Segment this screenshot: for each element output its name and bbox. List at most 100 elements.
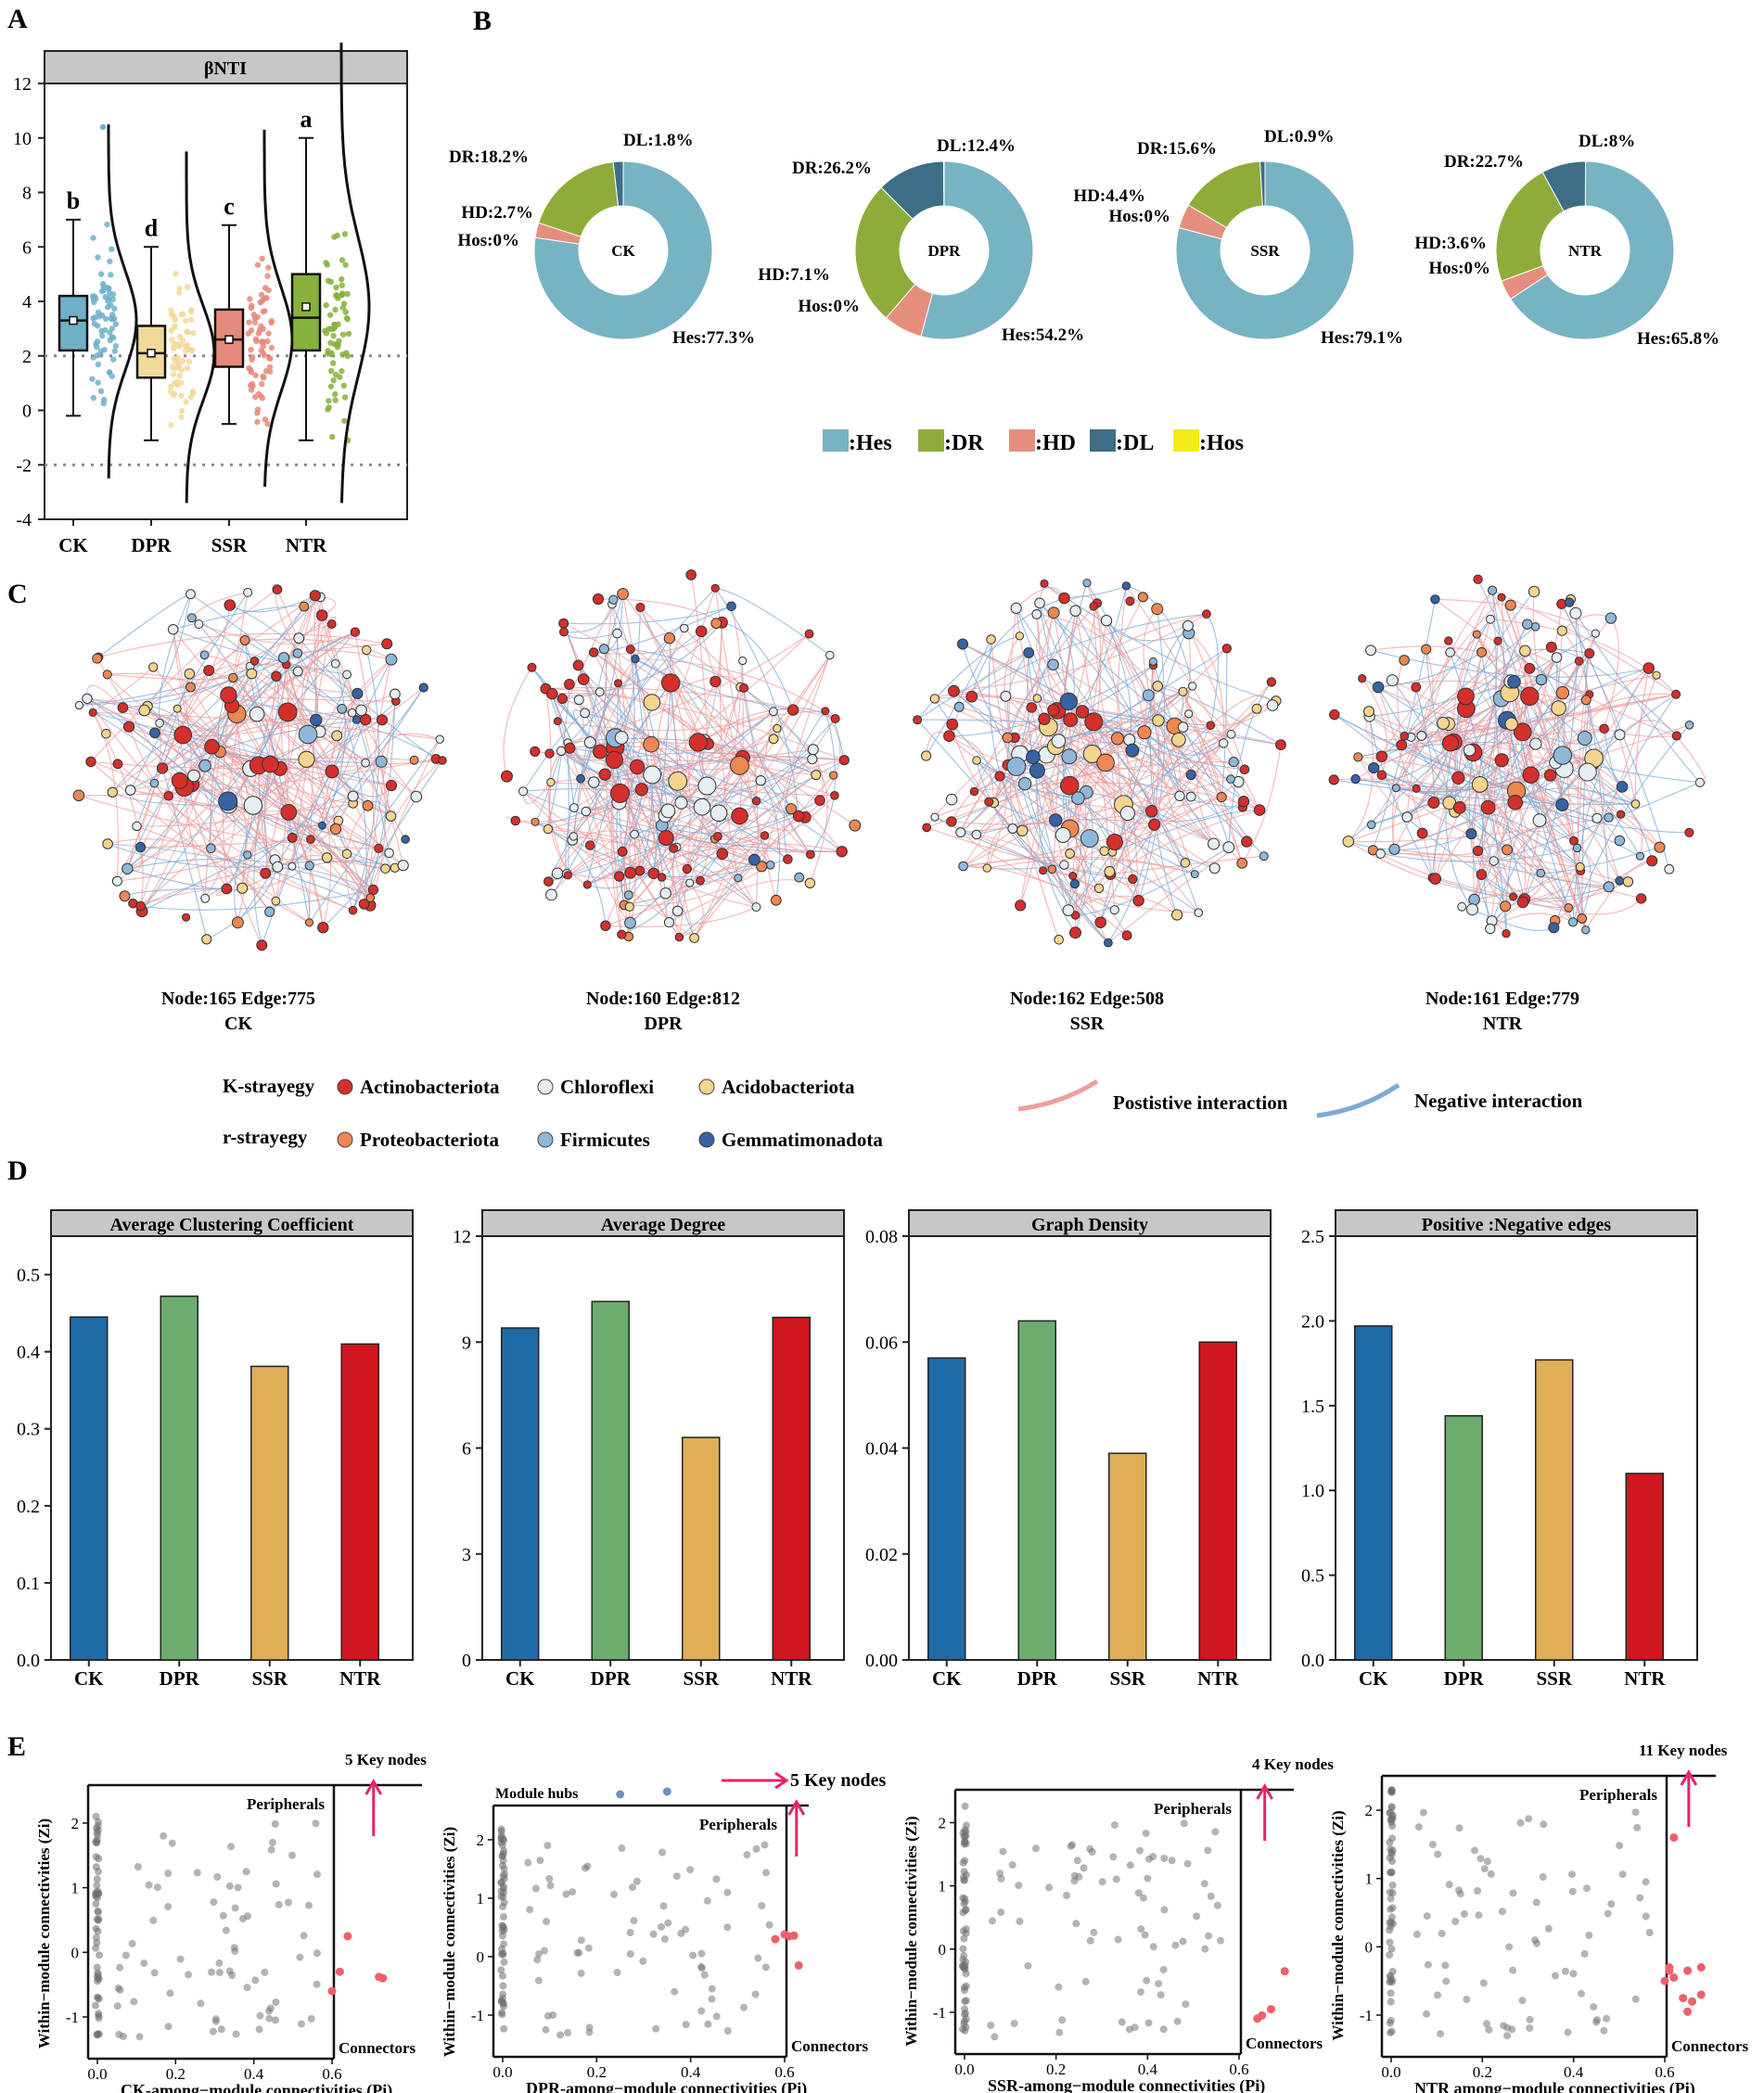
c-node: [598, 644, 609, 655]
c-network-edges-dpr: [503, 574, 856, 938]
c-edge: [1381, 626, 1536, 758]
c-node: [748, 853, 761, 866]
c-node: [948, 684, 960, 697]
c-legend-positive-label: Postistive interaction: [1113, 1091, 1288, 1114]
c-edge: [140, 888, 374, 911]
d-ytick-label: 0.06: [865, 1333, 898, 1353]
c-node: [661, 673, 681, 693]
e-key-node-point: [1688, 1997, 1696, 2006]
e-peripheral-point: [1577, 1989, 1585, 1997]
c-edge: [161, 677, 234, 769]
b-slice-label: DR:15.6%: [1137, 139, 1217, 159]
c-node: [768, 734, 779, 745]
c-node: [1507, 675, 1521, 689]
c-node: [1110, 732, 1125, 746]
e-peripheral-point: [545, 1874, 554, 1882]
c-node: [836, 846, 848, 858]
c-legend-dot: [698, 1131, 715, 1148]
d-ytick-label: 3: [462, 1545, 471, 1565]
c-edge: [1126, 585, 1194, 687]
c-node: [121, 862, 134, 874]
c-node: [1494, 753, 1509, 768]
e-ytick-label: 2: [477, 1831, 485, 1849]
c-node: [156, 762, 169, 774]
e-peripheral-point: [219, 1911, 227, 1920]
c-edge: [111, 663, 336, 793]
c-edge: [78, 758, 437, 797]
c-network-edges-ntr: [1334, 579, 1706, 934]
a-data-point: [189, 388, 197, 395]
c-edge: [704, 708, 794, 741]
c-node: [1465, 828, 1477, 840]
c-network-nodes-dpr: [501, 569, 862, 943]
c-node: [1031, 609, 1042, 619]
c-edge: [1489, 619, 1677, 696]
e-peripheral-point: [267, 1845, 275, 1854]
a-data-point: [248, 304, 255, 312]
c-node: [1614, 729, 1626, 741]
c-edge: [1489, 912, 1574, 929]
a-data-point: [252, 372, 259, 378]
c-node: [1208, 862, 1221, 874]
c-edge: [545, 688, 845, 761]
e-peripheral-point: [234, 1883, 242, 1892]
c-edge: [1515, 660, 1580, 803]
c-edge: [700, 631, 772, 865]
e-peripheral-point: [1480, 1865, 1489, 1873]
e-peripheral-point: [961, 1838, 969, 1846]
c-edge: [988, 639, 1023, 832]
c-node: [1504, 717, 1518, 731]
e-peripheral-point: [225, 1882, 234, 1890]
e-peripheral-point: [164, 2023, 173, 2031]
c-legend-taxon: Gemmatimonadota: [722, 1129, 883, 1151]
a-violin-curve: [262, 129, 294, 487]
c-node: [544, 748, 555, 759]
b-slice-dr: [1495, 171, 1565, 282]
c-edge: [1400, 744, 1598, 819]
c-node: [203, 665, 215, 676]
e-peripheral-point: [697, 1964, 706, 1972]
e-peripheral-point: [1463, 1996, 1471, 2004]
c-edge: [1032, 756, 1214, 845]
c-edge: [699, 718, 837, 882]
e-peripheral-point: [743, 1851, 751, 1859]
c-legend-dot: [537, 1078, 554, 1095]
c-node: [657, 873, 667, 882]
c-node: [969, 786, 979, 797]
c-node: [671, 905, 684, 917]
c-edge: [1106, 619, 1189, 642]
b-legend-swatch: [1090, 429, 1116, 452]
e-peripheral-point: [1387, 1905, 1395, 1913]
b-slice-dl: [1541, 160, 1587, 212]
c-node: [168, 624, 179, 635]
a-data-point: [111, 348, 118, 354]
c-node: [605, 750, 624, 770]
c-edge: [1474, 866, 1581, 905]
c-node: [1184, 709, 1194, 719]
c-node: [326, 619, 337, 629]
e-key-node-point: [1683, 1966, 1693, 1975]
e-peripherals-label: Peripherals: [247, 1795, 325, 1813]
e-peripheral-point: [497, 1879, 505, 1887]
e-key-node-point: [789, 1931, 799, 1940]
c-node: [185, 682, 196, 693]
a-xtick-label: NTR: [286, 534, 327, 556]
c-node: [1047, 864, 1057, 874]
c-edge: [560, 587, 716, 752]
a-box-ntr: [290, 273, 322, 352]
c-network-nodes-ck: [72, 584, 447, 951]
c-edge: [783, 710, 826, 860]
a-data-point: [254, 313, 261, 320]
c-edge: [1182, 691, 1243, 863]
e-key-node-point: [1683, 2007, 1693, 2016]
e-xtick-label: 0.2: [1046, 2061, 1066, 2078]
a-data-point: [327, 383, 335, 389]
c-node: [1575, 861, 1585, 872]
c-node: [228, 672, 238, 683]
c-node: [1368, 762, 1380, 774]
c-edge: [1477, 850, 1569, 909]
c-node: [629, 759, 646, 775]
c-node: [410, 790, 423, 803]
c-node: [1152, 714, 1165, 727]
e-ytick-label: 1: [1365, 1870, 1374, 1888]
